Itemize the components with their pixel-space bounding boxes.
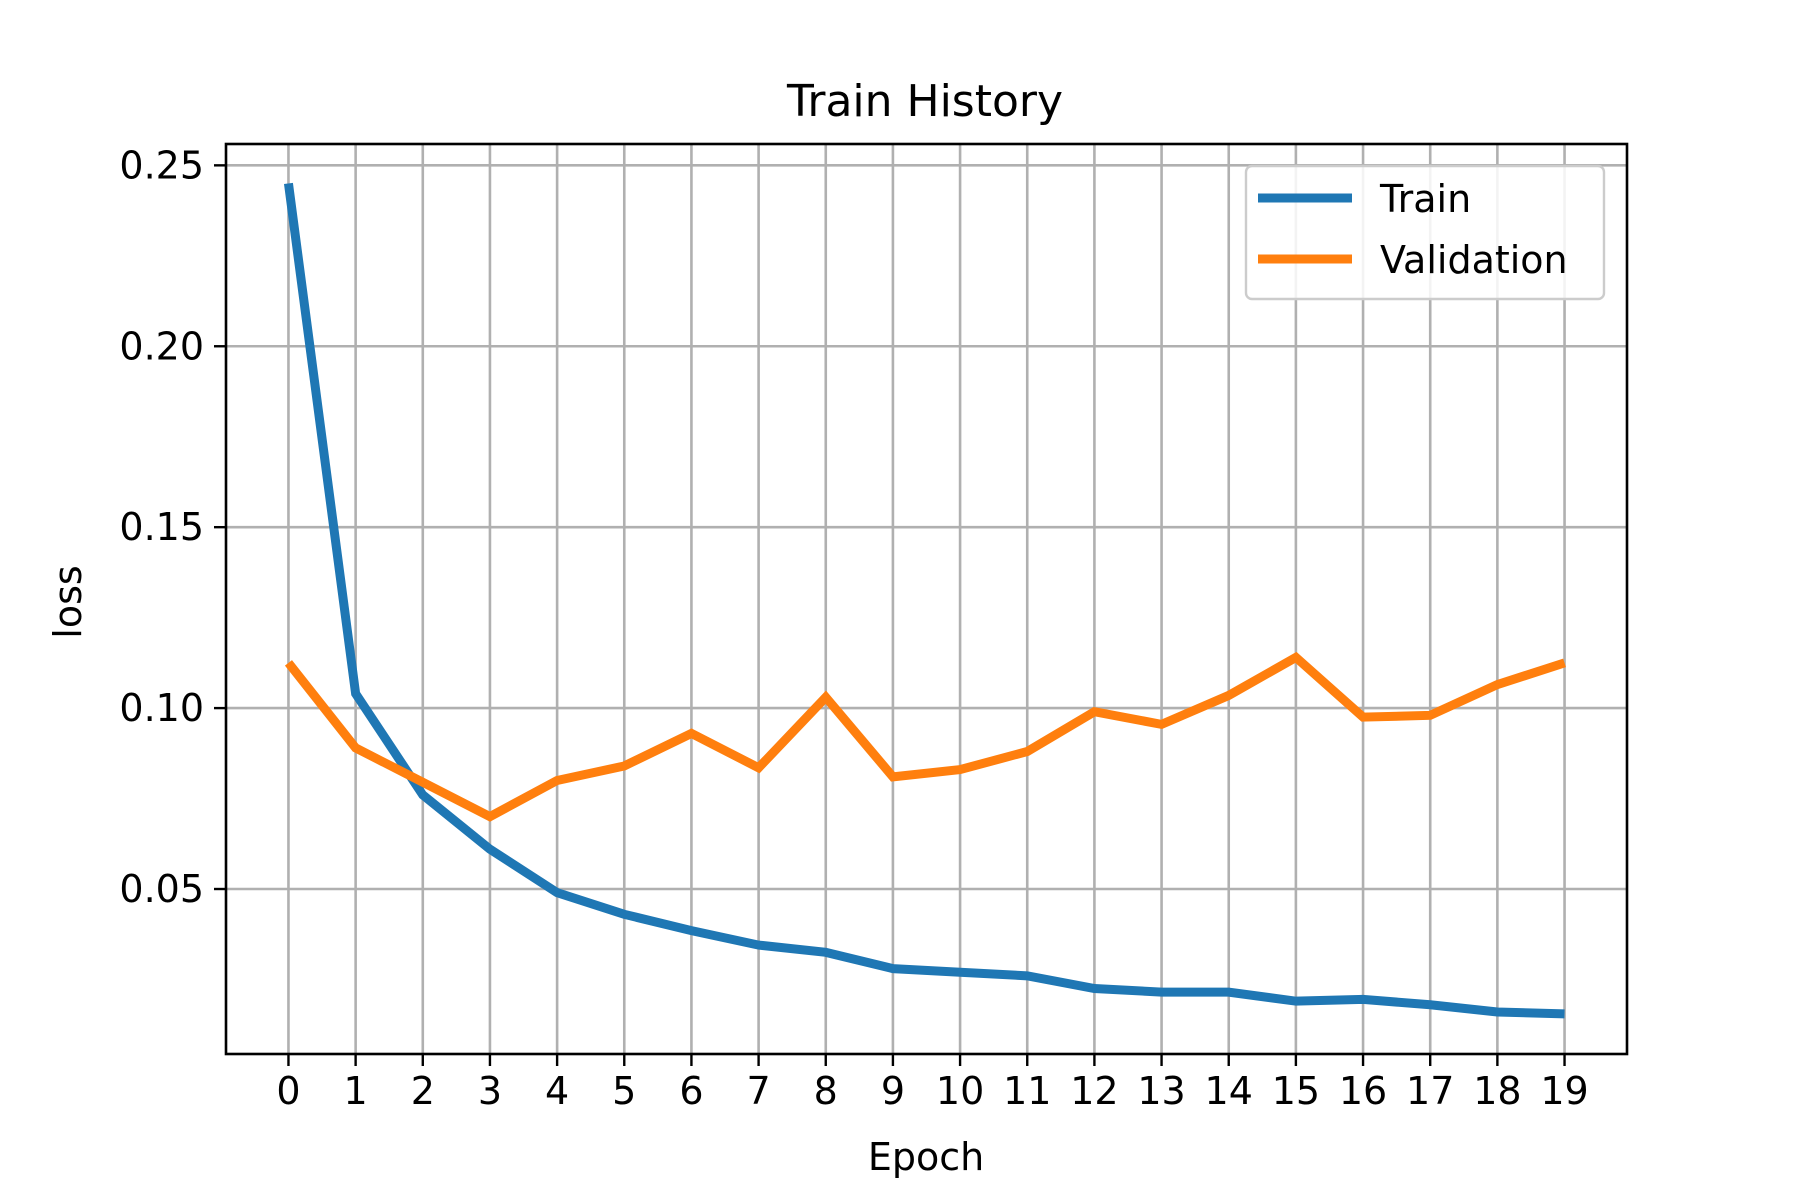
legend: Train Validation — [1244, 164, 1606, 301]
x-tick-labels: 0 1 2 3 4 5 6 7 8 9 10 11 12 13 14 15 16 17 18 19 — [276, 1069, 1588, 1113]
x-tick-label: 6 — [679, 1069, 703, 1113]
series-line-validation — [284, 651, 1566, 822]
x-tick-label: 5 — [612, 1069, 636, 1113]
x-tick-label: 12 — [1070, 1069, 1118, 1113]
x-tick-label: 16 — [1339, 1069, 1387, 1113]
x-tick-label: 8 — [814, 1069, 838, 1113]
legend-label-train: Train — [1379, 177, 1471, 221]
x-tick-label: 4 — [545, 1069, 569, 1113]
x-tick-label: 9 — [881, 1069, 905, 1113]
x-tick-label: 15 — [1272, 1069, 1320, 1113]
x-tick-label: 19 — [1540, 1069, 1588, 1113]
x-tick-label: 7 — [747, 1069, 771, 1113]
x-tick-label: 17 — [1406, 1069, 1454, 1113]
series-line-train — [283, 182, 1565, 1019]
y-tick-label: 0.05 — [119, 867, 204, 911]
y-tick-label: 0.25 — [119, 143, 204, 187]
tick-marks — [214, 164, 1566, 1066]
x-tick-label: 10 — [936, 1069, 984, 1113]
x-tick-label: 3 — [478, 1069, 502, 1113]
chart-title: Train History — [786, 76, 1063, 127]
x-tick-label: 2 — [411, 1069, 435, 1113]
series-lines — [283, 182, 1566, 1019]
x-tick-label: 1 — [344, 1069, 368, 1113]
y-axis-label: loss — [46, 565, 90, 638]
x-tick-label: 0 — [276, 1069, 300, 1113]
plot-frame — [224, 142, 1629, 1056]
y-tick-label: 0.10 — [119, 686, 204, 730]
x-axis-label: Epoch — [868, 1135, 984, 1179]
y-tick-labels: 0.05 0.10 0.15 0.20 0.25 — [119, 143, 204, 911]
x-tick-label: 18 — [1473, 1069, 1521, 1113]
y-tick-label: 0.20 — [119, 324, 204, 368]
legend-label-validation: Validation — [1380, 238, 1568, 282]
x-tick-label: 13 — [1137, 1069, 1185, 1113]
x-tick-label: 11 — [1003, 1069, 1051, 1113]
grid-lines — [226, 144, 1627, 1054]
y-tick-label: 0.15 — [119, 505, 204, 549]
x-tick-label: 14 — [1205, 1069, 1253, 1113]
